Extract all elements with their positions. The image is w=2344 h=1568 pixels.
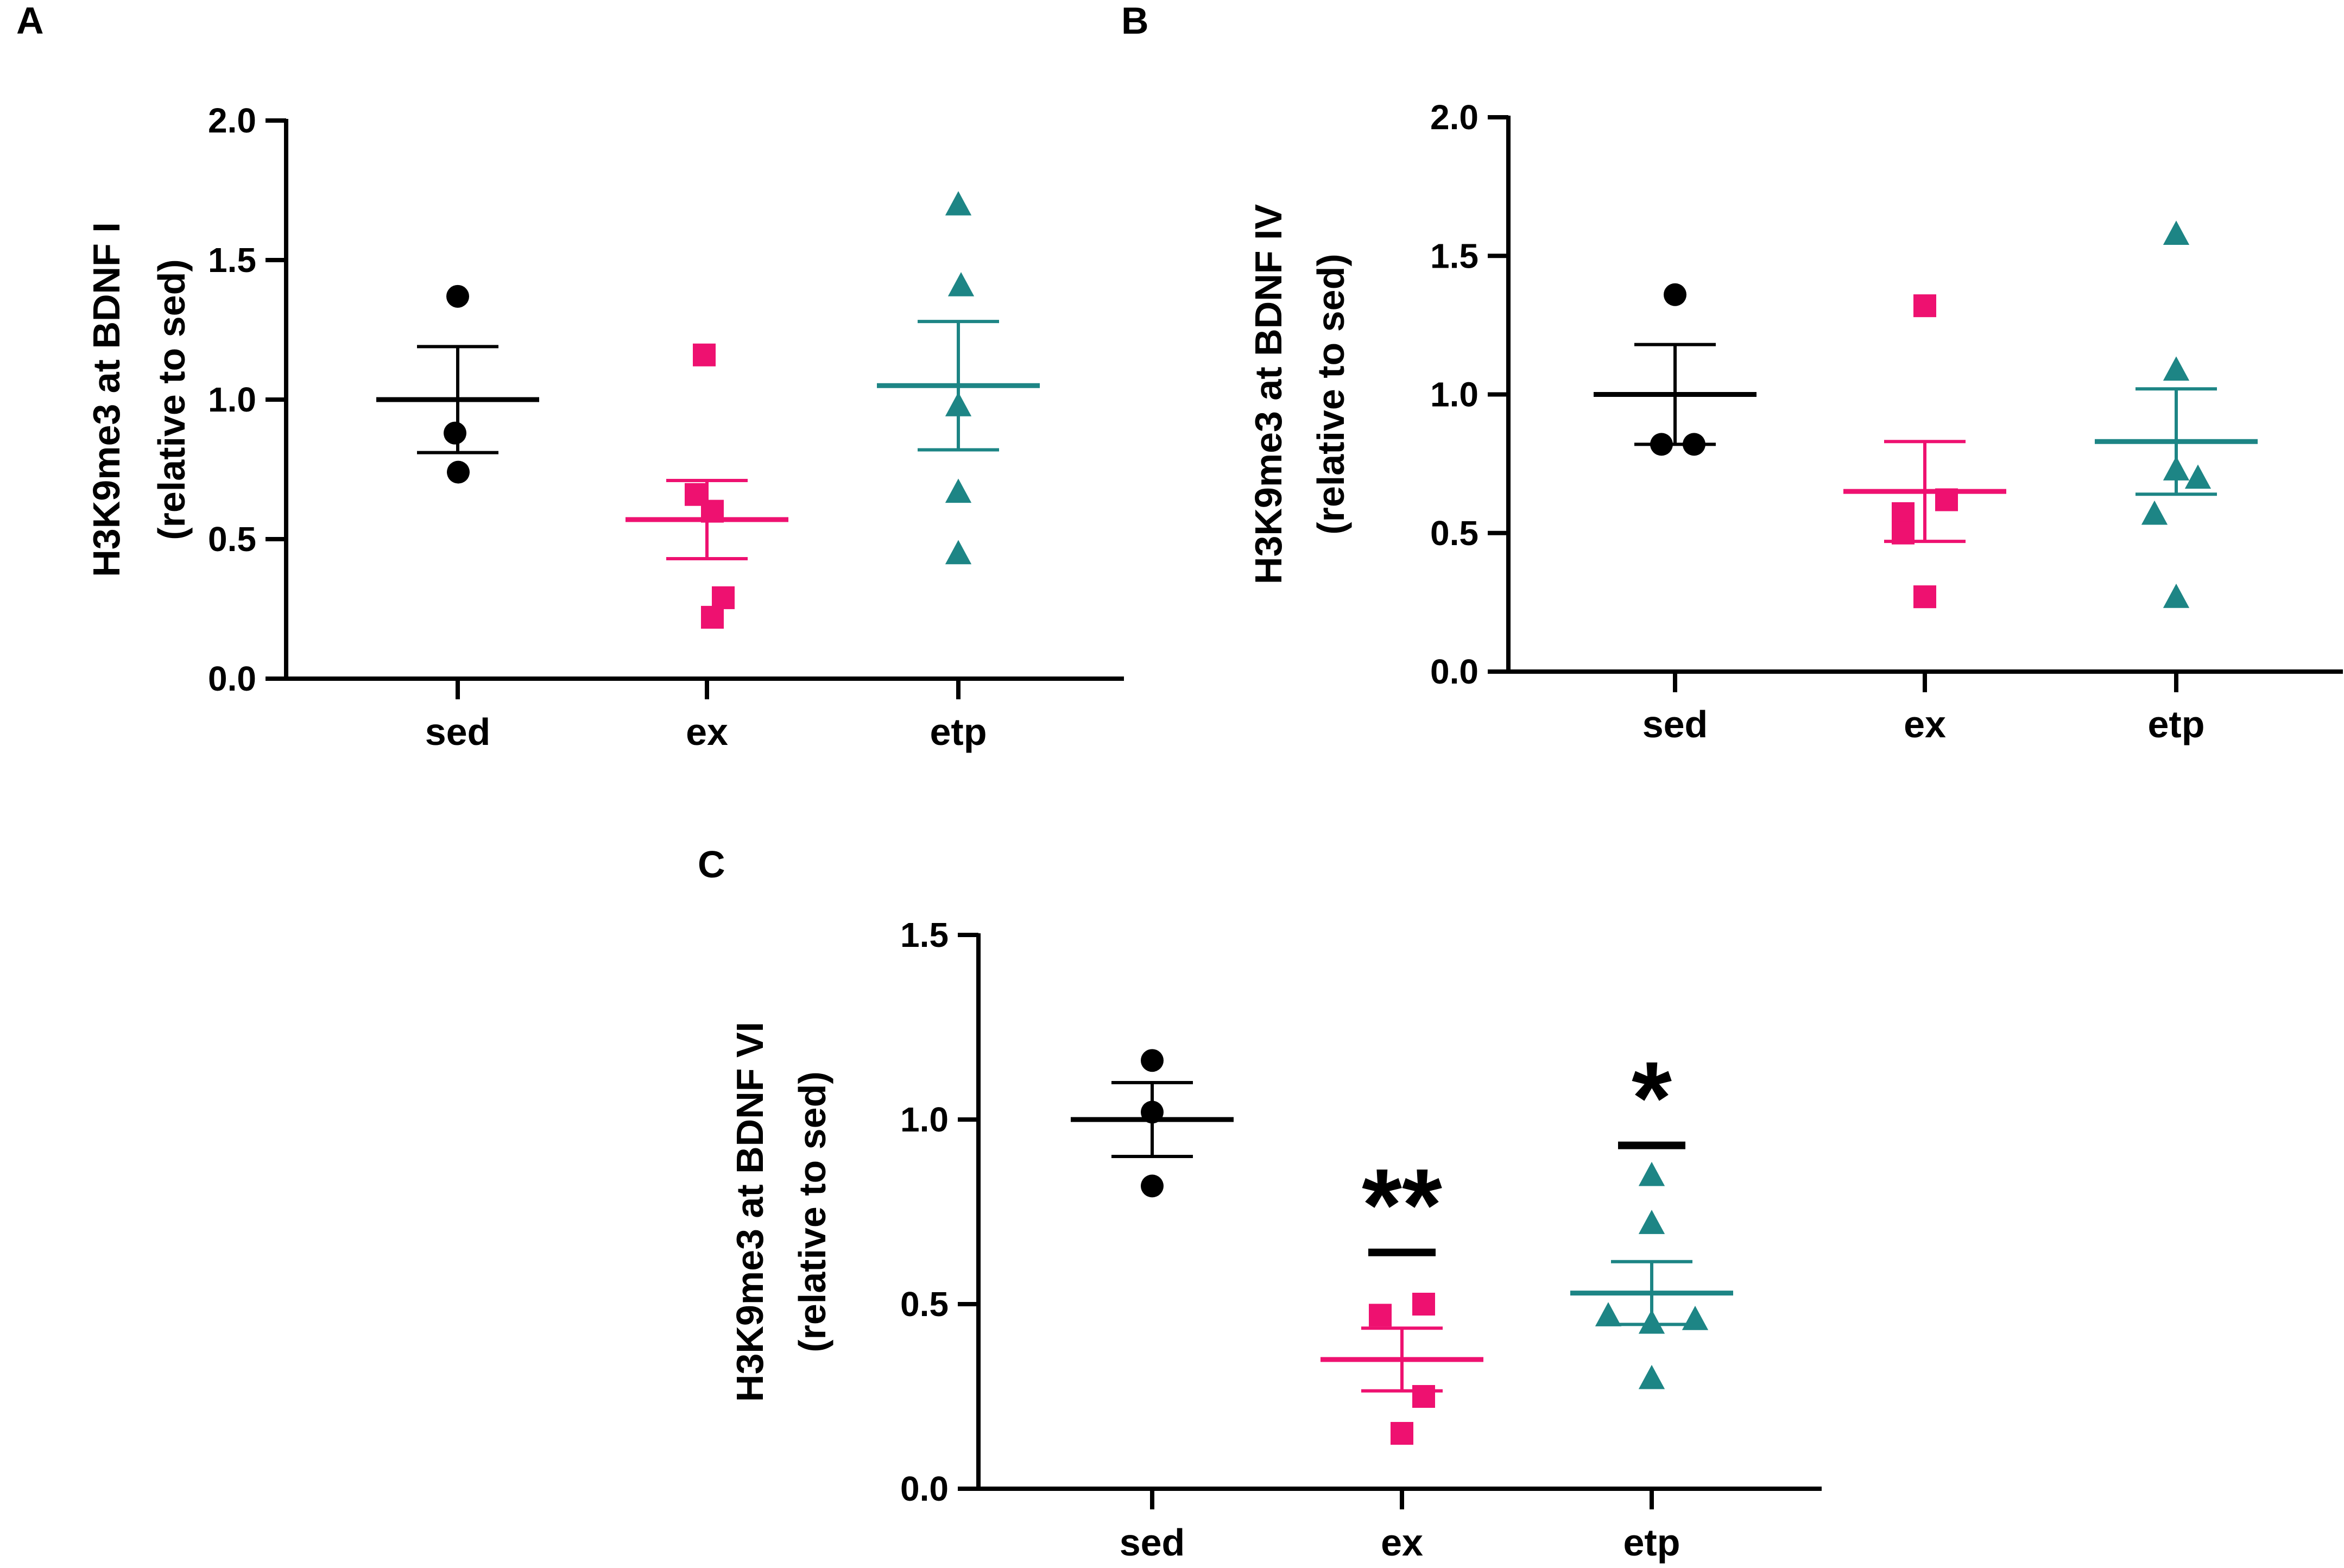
series-etp bbox=[1570, 1161, 1733, 1389]
data-point bbox=[1892, 502, 1915, 526]
y-axis-subtitle: (relative to sed) bbox=[791, 1071, 833, 1352]
x-tick-label-sed: sed bbox=[1642, 703, 1708, 745]
x-tick-label-sed: sed bbox=[425, 711, 491, 753]
data-point bbox=[2163, 220, 2190, 245]
data-point bbox=[1664, 283, 1686, 306]
series-ex bbox=[1321, 1293, 1483, 1445]
series-ex bbox=[1843, 294, 2006, 609]
data-point bbox=[1682, 1306, 1709, 1330]
series-ex bbox=[626, 343, 788, 629]
data-point bbox=[701, 500, 724, 523]
data-point bbox=[1935, 488, 1958, 511]
y-tick-label: 1.5 bbox=[900, 915, 949, 954]
significance-label: * bbox=[1632, 1041, 1672, 1156]
data-point bbox=[1369, 1304, 1392, 1327]
data-point bbox=[945, 392, 972, 416]
data-point bbox=[2141, 500, 2168, 525]
data-point bbox=[1638, 1309, 1665, 1334]
data-point bbox=[1141, 1049, 1164, 1072]
data-point bbox=[712, 586, 735, 609]
data-point bbox=[693, 343, 716, 366]
data-point bbox=[945, 540, 972, 565]
data-point bbox=[2184, 464, 2212, 489]
data-point bbox=[2163, 456, 2190, 480]
y-tick-label: 1.0 bbox=[1430, 375, 1479, 414]
panel-letter: C bbox=[698, 843, 725, 886]
y-axis-subtitle: (relative to sed) bbox=[150, 259, 193, 540]
panel-letter: B bbox=[1121, 0, 1149, 42]
y-axis-title: H3K9me3 at BDNF I bbox=[85, 222, 128, 577]
panel-letter: A bbox=[16, 0, 44, 42]
data-point bbox=[945, 478, 972, 503]
data-point bbox=[1412, 1385, 1435, 1408]
data-point bbox=[446, 284, 469, 308]
y-tick-label: 0.5 bbox=[900, 1285, 949, 1324]
y-tick-label: 2.0 bbox=[208, 101, 256, 140]
series-etp bbox=[2095, 220, 2258, 608]
data-point bbox=[1412, 1293, 1435, 1316]
series-etp bbox=[877, 191, 1040, 565]
y-axis-title: H3K9me3 at BDNF VI bbox=[729, 1022, 771, 1402]
data-point bbox=[447, 460, 470, 484]
y-tick-label: 0.5 bbox=[208, 520, 256, 559]
data-point bbox=[1913, 294, 1936, 318]
data-point bbox=[1892, 521, 1915, 545]
data-point bbox=[1683, 433, 1705, 456]
data-point bbox=[1391, 1422, 1413, 1445]
y-axis-subtitle: (relative to sed) bbox=[1310, 254, 1352, 534]
y-tick-label: 1.0 bbox=[900, 1100, 949, 1139]
data-point bbox=[701, 605, 724, 629]
y-tick-label: 1.0 bbox=[208, 380, 256, 419]
x-tick-label-ex: ex bbox=[686, 711, 728, 753]
data-point bbox=[444, 421, 466, 445]
data-point bbox=[2163, 584, 2190, 608]
panels-group: A 0.0 0.5 1.0 1.5 2.0 sed ex etp H3K9me3 at BDNF … bbox=[16, 0, 2343, 1564]
x-tick-label-ex: ex bbox=[1381, 1521, 1423, 1564]
y-tick-label: 1.5 bbox=[208, 241, 256, 280]
data-point bbox=[2163, 356, 2190, 381]
y-tick-label: 0.0 bbox=[1430, 652, 1479, 691]
series-sed bbox=[1594, 283, 1757, 456]
x-tick-label-etp: etp bbox=[930, 711, 987, 753]
x-tick-label-ex: ex bbox=[1904, 703, 1946, 745]
series-sed bbox=[1071, 1049, 1234, 1198]
panel-c: C 0.0 0.5 1.0 1.5 sed ex etp H3K9me3 at BDNF VI (… bbox=[698, 843, 1822, 1564]
data-point bbox=[947, 272, 975, 296]
y-tick-label: 1.5 bbox=[1430, 236, 1479, 275]
significance-label: ** bbox=[1362, 1148, 1442, 1263]
data-point bbox=[1638, 1364, 1665, 1389]
panel-b: B 0.0 0.5 1.0 1.5 2.0 sed ex etp H3K9me3 at BDNF … bbox=[1121, 0, 2343, 745]
data-point bbox=[1141, 1174, 1164, 1198]
x-tick-label-etp: etp bbox=[1623, 1521, 1680, 1564]
series-sed bbox=[376, 284, 539, 484]
data-point bbox=[1638, 1161, 1665, 1186]
data-point bbox=[1650, 433, 1673, 456]
y-tick-label: 0.0 bbox=[208, 659, 256, 698]
y-axis-title: H3K9me3 at BDNF IV bbox=[1247, 204, 1290, 585]
y-tick-label: 0.0 bbox=[900, 1469, 949, 1508]
x-tick-label-etp: etp bbox=[2148, 703, 2205, 745]
x-tick-label-sed: sed bbox=[1120, 1521, 1185, 1564]
data-point bbox=[1595, 1302, 1622, 1326]
data-point bbox=[1638, 1210, 1665, 1234]
panel-a: A 0.0 0.5 1.0 1.5 2.0 sed ex etp H3K9me3 at BDNF … bbox=[16, 0, 1124, 753]
data-point bbox=[945, 191, 972, 216]
y-tick-label: 0.5 bbox=[1430, 514, 1479, 553]
data-point bbox=[1141, 1101, 1164, 1124]
y-tick-label: 2.0 bbox=[1430, 98, 1479, 137]
data-point bbox=[1913, 585, 1936, 609]
